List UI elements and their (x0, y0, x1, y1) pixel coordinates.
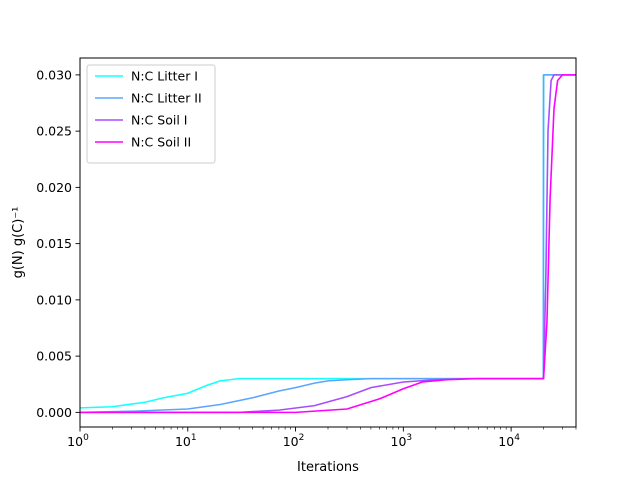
legend-entry-label: N:C Soil I (131, 113, 187, 128)
x-tick-label: 102 (283, 433, 305, 449)
y-axis-label: g(N) g(C)⁻¹ (11, 207, 26, 279)
legend-entry-label: N:C Soil II (131, 135, 191, 150)
y-tick-label: 0.000 (36, 405, 72, 420)
y-tick-label: 0.025 (36, 124, 72, 139)
x-axis-label: Iterations (297, 460, 359, 475)
plot-lines (80, 74, 576, 414)
y-tick-label: 0.020 (36, 180, 72, 195)
y-tick-label: 0.005 (36, 349, 72, 364)
y-tick-label: 0.015 (36, 236, 72, 251)
legend-box (86, 64, 216, 164)
y-axis: 0.000 0.005 0.010 0.015 0.020 0.025 0.030 (36, 67, 80, 420)
x-tick-label: 101 (175, 433, 197, 449)
y-tick-label: 0.010 (36, 292, 72, 307)
legend: N:C Litter I N:C Litter II N:C Soil I N:C S… (86, 64, 216, 164)
x-tick-label: 103 (391, 433, 413, 449)
x-axis: 100 101 102 103 104 (67, 427, 577, 449)
y-tick-label: 0.030 (36, 67, 72, 82)
x-tick-label: 104 (498, 433, 520, 449)
series-line-4 (80, 74, 576, 414)
legend-entry-label: N:C Litter II (131, 91, 202, 106)
x-tick-label: 100 (67, 433, 89, 449)
legend-entry-label: N:C Litter I (131, 69, 198, 84)
